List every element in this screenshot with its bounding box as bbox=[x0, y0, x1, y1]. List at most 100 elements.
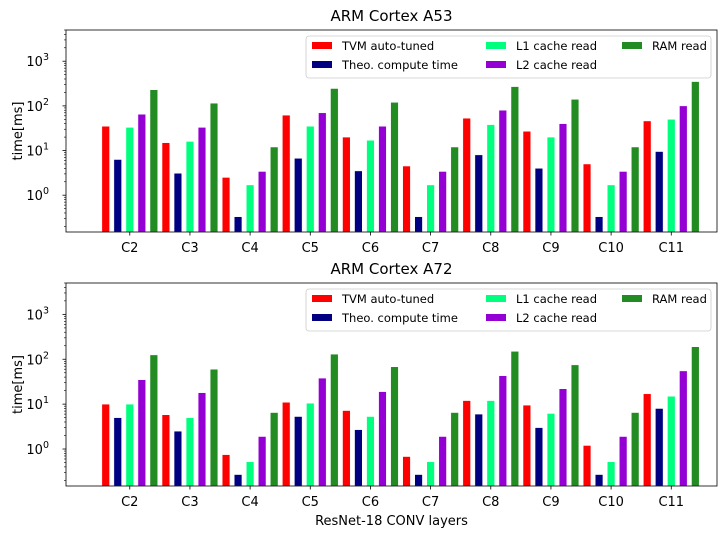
legend-swatch-2 bbox=[312, 314, 332, 321]
bar-C8-1 bbox=[462, 117, 471, 233]
y-tick-label-base: 10 bbox=[26, 100, 43, 115]
bar-C7-5 bbox=[450, 412, 459, 487]
bar-C4-1 bbox=[221, 454, 231, 487]
bar-C3-1 bbox=[161, 414, 170, 487]
x-tick-label: C11 bbox=[658, 495, 684, 510]
bar-C10-1 bbox=[582, 163, 592, 233]
bar-C8-4 bbox=[498, 375, 507, 487]
bar-C2-3 bbox=[125, 403, 134, 487]
bar-C3-4 bbox=[197, 127, 207, 233]
bar-C8-2 bbox=[474, 413, 483, 487]
bar-C5-4 bbox=[318, 112, 327, 233]
legend-swatch-3 bbox=[486, 295, 506, 302]
bar-C5-5 bbox=[330, 88, 339, 233]
bar-C7-3 bbox=[426, 461, 435, 487]
bar-C9-2 bbox=[534, 168, 544, 233]
bar-C9-3 bbox=[546, 413, 556, 487]
chart-title: ARM Cortex A72 bbox=[330, 260, 452, 278]
bar-C3-2 bbox=[173, 173, 183, 233]
bar-C2-4 bbox=[137, 379, 146, 487]
bar-C9-5 bbox=[570, 364, 580, 487]
bar-C8-2 bbox=[474, 154, 483, 233]
y-tick-label: 100 bbox=[26, 186, 49, 204]
bar-C11-3 bbox=[667, 395, 676, 487]
x-tick-label: C9 bbox=[542, 241, 559, 256]
bar-C5-5 bbox=[330, 353, 339, 487]
bar-C3-3 bbox=[185, 417, 195, 487]
bar-C11-4 bbox=[679, 105, 688, 233]
y-tick-label-exp: 1 bbox=[43, 142, 49, 153]
bar-C5-1 bbox=[282, 114, 291, 233]
legend-label-1: TVM auto-tuned bbox=[341, 39, 434, 53]
legend-swatch-4 bbox=[486, 61, 506, 68]
y-tick-label-exp: 3 bbox=[43, 52, 49, 63]
bar-C9-4 bbox=[558, 388, 568, 487]
bar-C5-2 bbox=[294, 416, 303, 487]
bar-C11-2 bbox=[655, 151, 664, 233]
x-tick-label: C5 bbox=[302, 241, 319, 256]
bar-C8-3 bbox=[486, 124, 495, 233]
legend-label-2: Theo. compute time bbox=[341, 58, 458, 72]
bar-C9-1 bbox=[522, 404, 531, 487]
bar-C8-3 bbox=[486, 400, 495, 487]
bar-C7-3 bbox=[426, 184, 435, 233]
legend-label-3: L1 cache read bbox=[516, 292, 597, 306]
y-tick-label: 101 bbox=[26, 395, 49, 413]
y-axis-label: time[ms] bbox=[11, 102, 26, 161]
bar-C3-5 bbox=[209, 368, 219, 487]
legend-swatch-1 bbox=[312, 42, 332, 49]
bar-C6-5 bbox=[390, 102, 399, 233]
x-tick-label: C4 bbox=[241, 495, 258, 510]
x-tick-label: C2 bbox=[121, 241, 138, 256]
chart-title: ARM Cortex A53 bbox=[330, 7, 452, 25]
bar-C8-1 bbox=[462, 400, 471, 487]
x-tick-label: C10 bbox=[598, 241, 624, 256]
bar-C5-2 bbox=[294, 158, 303, 233]
x-tick-label: C4 bbox=[241, 241, 258, 256]
bars bbox=[101, 81, 700, 233]
bar-C9-1 bbox=[522, 131, 531, 233]
y-tick-label: 101 bbox=[26, 142, 49, 160]
bar-C4-3 bbox=[246, 184, 255, 233]
legend-swatch-5 bbox=[622, 42, 642, 49]
bar-C3-1 bbox=[161, 142, 170, 233]
x-tick-label: C11 bbox=[658, 241, 684, 256]
y-tick-label-base: 10 bbox=[26, 145, 43, 160]
bar-C2-3 bbox=[125, 127, 134, 233]
legend-label-2: Theo. compute time bbox=[341, 311, 458, 325]
bar-C4-2 bbox=[233, 474, 243, 487]
y-tick-label: 102 bbox=[26, 97, 49, 115]
x-tick-label: C5 bbox=[302, 495, 319, 510]
bar-C3-2 bbox=[173, 430, 183, 487]
bar-C4-5 bbox=[270, 146, 279, 233]
bar-C6-4 bbox=[378, 391, 387, 487]
bar-C6-5 bbox=[390, 366, 399, 487]
plot-frame bbox=[65, 282, 718, 487]
bar-C9-4 bbox=[558, 123, 568, 233]
legend-box bbox=[305, 35, 712, 79]
bar-C7-1 bbox=[402, 165, 411, 233]
bar-C7-2 bbox=[414, 216, 423, 233]
bar-C4-3 bbox=[246, 461, 255, 487]
x-tick-label: C3 bbox=[181, 495, 198, 510]
bar-C10-3 bbox=[607, 461, 616, 487]
y-tick-label: 102 bbox=[26, 350, 49, 368]
bar-C3-3 bbox=[185, 141, 195, 233]
bar-C5-3 bbox=[306, 402, 315, 487]
legend-label-4: L2 cache read bbox=[516, 58, 597, 72]
y-tick-label: 100 bbox=[26, 440, 49, 458]
bar-C8-5 bbox=[510, 351, 519, 487]
y-tick-label-base: 10 bbox=[26, 443, 43, 458]
legend-box bbox=[305, 288, 712, 332]
bar-C8-5 bbox=[510, 86, 519, 233]
plot-frame bbox=[65, 29, 718, 233]
bar-C2-2 bbox=[113, 417, 122, 487]
bar-C4-1 bbox=[221, 177, 231, 233]
bar-C6-1 bbox=[342, 410, 351, 487]
y-tick-label: 103 bbox=[26, 52, 49, 70]
legend-label-5: RAM read bbox=[652, 39, 707, 53]
legend-label-3: L1 cache read bbox=[516, 39, 597, 53]
bar-C11-3 bbox=[667, 119, 676, 233]
